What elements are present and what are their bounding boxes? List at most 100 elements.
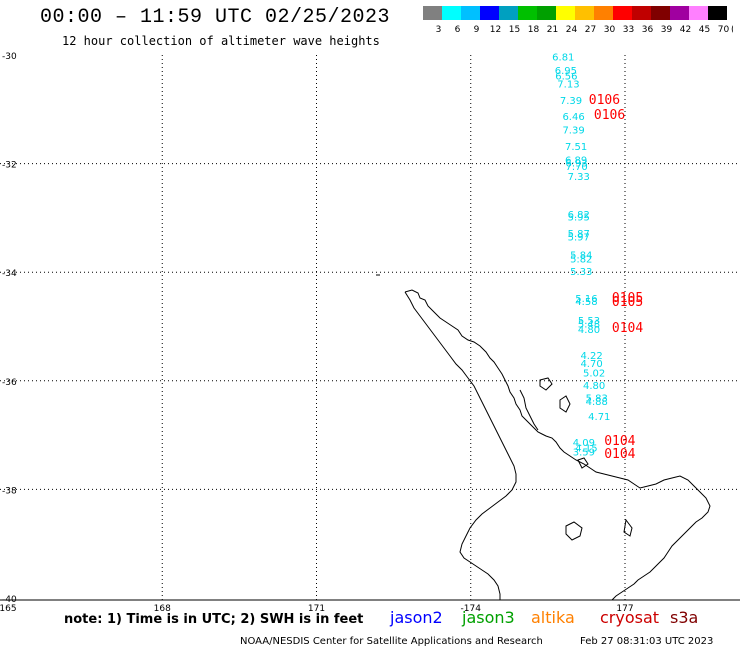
latitude-tick-label: -40 <box>2 595 17 605</box>
wave-height-label: 4.09 <box>573 438 595 449</box>
page-subtitle: 12 hour collection of altimeter wave hei… <box>62 34 380 48</box>
latitude-tick-label: -34 <box>2 269 17 279</box>
wave-height-label: 7.33 <box>568 172 590 183</box>
colorbar-tick-label: 45 <box>699 25 710 34</box>
colorbar-swatch <box>556 6 575 20</box>
colorbar-swatch <box>613 6 632 20</box>
wave-height-label: 6.46 <box>562 112 584 123</box>
coastline <box>376 274 711 601</box>
colorbar-swatch <box>689 6 708 20</box>
wave-height-label: 7.13 <box>557 80 579 91</box>
wave-height-label: 5.16 <box>575 294 597 305</box>
colorbar-swatch <box>423 6 442 20</box>
wave-height-label: 6.95 <box>555 66 577 77</box>
colorbar-swatch <box>518 6 537 20</box>
colorbar-swatch <box>537 6 556 20</box>
west-coastline <box>404 291 517 600</box>
longitude-tick-label: 171 <box>308 604 325 614</box>
wave-height-label: 4.80 <box>583 381 605 392</box>
colorbar-swatch <box>480 6 499 20</box>
colorbar-swatch <box>651 6 670 20</box>
colorbar-tick-label: 24 <box>566 25 578 34</box>
wave-height-labels: 6.81 6.956.567.13 7.39 6.46 7.39 7.51 6.896.93… <box>552 52 610 458</box>
pass-time-label: 0104 <box>604 447 635 462</box>
wave-height-label: 4.58 <box>575 297 597 308</box>
wave-height-label: 7.39 <box>560 96 582 107</box>
hauraki-islands <box>539 377 553 391</box>
wave-height-label: 6.93 <box>566 158 588 169</box>
colorbar-tick-label: 12 <box>490 25 501 34</box>
wave-height-label: 5.53 <box>578 316 600 327</box>
colorbar-swatch <box>575 6 594 20</box>
colorbar-tick-label: 33 <box>623 25 634 34</box>
colorbar-swatch <box>594 6 613 20</box>
pass-time-label: 0105 <box>612 291 643 306</box>
colorbar-tick-label: 3 <box>436 25 442 34</box>
colorbar-tick-label: 30 <box>604 25 616 34</box>
wave-height-label: 4.70 <box>580 359 602 370</box>
wave-height-label: 4.88 <box>586 397 608 408</box>
wave-height-label: 4.15 <box>575 443 597 454</box>
colorbar-tick-label: 15 <box>509 25 520 34</box>
wave-height-label: 5.84 <box>570 251 592 262</box>
colorbar-swatch <box>670 6 689 20</box>
wave-height-label: 5.95 <box>568 213 590 224</box>
wave-height-label: 3.59 <box>573 448 595 459</box>
wave-height-label: 4.22 <box>580 351 602 362</box>
wave-height-label: 7.39 <box>562 126 584 137</box>
map-gridlines <box>0 55 740 600</box>
wave-height-label: 4.80 <box>578 325 600 336</box>
generation-timestamp: Feb 27 08:31:03 UTC 2023 <box>580 636 714 647</box>
pass-time-label: 0106 <box>589 93 620 108</box>
coromandel-peninsula <box>519 389 539 431</box>
lake-taupo <box>565 521 583 541</box>
colorbar-tick-label: 70 <box>718 25 730 34</box>
pass-time-label: 0106 <box>594 108 625 123</box>
wave-height-label: 5.82 <box>570 254 592 265</box>
colorbar-tick-label: 42 <box>680 25 691 34</box>
colorbar-swatch <box>708 6 727 20</box>
colorbar-tick-label: 39 <box>661 25 673 34</box>
latitude-tick-label: -30 <box>2 52 17 62</box>
colorbar-unit: (ft) <box>731 25 733 34</box>
latitude-tick-label: -36 <box>2 378 17 388</box>
wave-height-label: 5.33 <box>570 267 592 278</box>
colorbar-swatch <box>442 6 461 20</box>
page-title: 00:00 – 11:59 UTC 02/25/2023 <box>40 6 391 29</box>
wave-height-label: 7.70 <box>566 162 588 173</box>
wave-height-label: 6.82 <box>568 210 590 221</box>
wave-height-label: 5.87 <box>568 229 590 240</box>
longitude-tick-label: 177 <box>616 604 633 614</box>
legend-item-s3a: s3a <box>670 608 699 627</box>
lake-rotorua <box>577 457 589 469</box>
wave-height-label: 6.81 <box>552 52 574 63</box>
longitude-tick-label: -174 <box>461 604 482 614</box>
wave-height-label: 4.71 <box>588 412 610 423</box>
latitude-tick-label: -38 <box>2 486 17 496</box>
latitude-tick-label: -32 <box>2 161 17 171</box>
colorbar-tick-label: 6 <box>455 25 461 34</box>
great-barrier-island <box>559 395 571 413</box>
colorbar-tick-label: 9 <box>474 25 480 34</box>
pass-time-label: 0105 <box>612 295 643 310</box>
wave-height-label: 5.97 <box>568 233 590 244</box>
east-cape-coastline <box>623 518 633 537</box>
longitude-tick-label: 168 <box>154 604 171 614</box>
wave-height-label: 6.89 <box>565 156 587 167</box>
wave-height-label: 5.83 <box>586 393 608 404</box>
pass-time-label: 0104 <box>612 321 643 336</box>
colorbar-swatch <box>632 6 651 20</box>
wave-height-label: 5.02 <box>583 368 605 379</box>
colorbar-tick-label: 18 <box>528 25 540 34</box>
wave-height-label: 7.51 <box>565 142 587 153</box>
colorbar-tick-label: 21 <box>547 25 558 34</box>
longitude-tick-label: 165 <box>0 604 17 614</box>
legend-item-jason2: jason2 <box>390 608 443 627</box>
credit-text: NOAA/NESDIS Center for Satellite Applica… <box>240 636 543 647</box>
colorbar-tick-label: 36 <box>642 25 654 34</box>
pass-time-label: 0104 <box>604 434 635 449</box>
legend-item-cryosat: cryosat <box>600 608 660 627</box>
